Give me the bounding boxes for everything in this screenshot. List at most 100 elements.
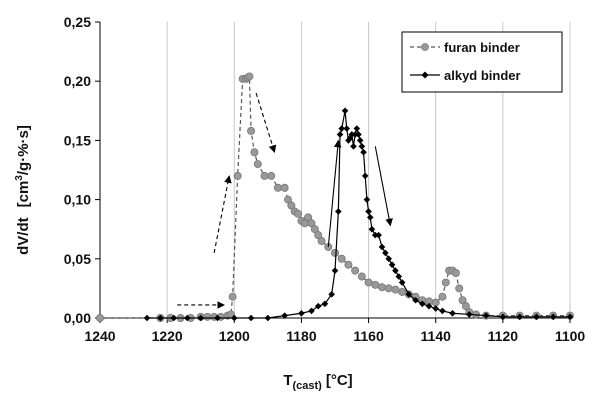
data-point: [283, 195, 292, 204]
legend-marker-furan: [421, 43, 429, 51]
data-point: [331, 267, 339, 274]
data-point: [143, 314, 151, 322]
y-tick-label: 0,00: [64, 310, 91, 326]
data-point: [382, 249, 389, 257]
series-alkyd: [143, 107, 574, 322]
annotation-arrow: [374, 146, 393, 227]
data-point: [348, 131, 356, 138]
data-point: [358, 143, 366, 150]
data-point: [363, 196, 371, 203]
data-point: [346, 134, 354, 142]
data-point: [384, 284, 393, 293]
y-tick-label: 0,10: [64, 192, 91, 208]
data-point: [364, 278, 373, 287]
data-point: [377, 283, 386, 292]
data-point: [337, 254, 346, 263]
data-point: [366, 214, 374, 221]
data-point: [365, 208, 372, 215]
data-point: [230, 314, 238, 322]
data-point: [260, 171, 269, 180]
data-point: [228, 292, 237, 301]
data-point: [388, 261, 396, 269]
data-point: [395, 273, 403, 280]
data-point: [157, 314, 164, 322]
data-point: [355, 131, 362, 138]
data-point: [341, 107, 349, 115]
x-tick-label: 1100: [555, 328, 586, 344]
x-tick-label: 1240: [84, 328, 115, 344]
data-point: [458, 296, 467, 305]
annotation-arrow: [213, 175, 232, 253]
series-furan: [96, 72, 575, 322]
data-point: [344, 260, 353, 269]
data-point: [549, 313, 557, 321]
data-point: [247, 314, 255, 322]
data-point: [391, 285, 400, 294]
data-point: [371, 280, 380, 289]
data-point: [533, 313, 540, 321]
data-point: [310, 225, 319, 234]
data-point: [335, 208, 342, 215]
data-point: [338, 125, 346, 132]
data-point: [253, 160, 262, 169]
x-tick-label: 1160: [353, 328, 384, 344]
data-point: [183, 314, 191, 322]
series-line: [100, 75, 570, 319]
data-point: [499, 313, 507, 321]
data-point: [482, 312, 490, 319]
data-point: [328, 291, 335, 298]
x-tick-label: 1120: [488, 328, 519, 344]
legend-item-furan: furan binder: [410, 40, 520, 55]
x-axis-title: T(cast) [°C]: [283, 372, 352, 391]
data-point: [425, 302, 433, 310]
y-tick-label: 0,25: [64, 14, 91, 30]
data-point: [245, 72, 254, 81]
series-layer: [96, 72, 575, 322]
data-point: [438, 292, 447, 301]
axes: 0,00 0,05 0,10 0,15 0,20 0,25 1240 1220 1200 1180…: [64, 14, 586, 344]
data-point: [294, 209, 303, 218]
data-point: [431, 298, 440, 307]
legend-item-alkyd: alkyd binder: [410, 68, 521, 83]
y-axis-title: dV/dt[cm3/g·%·s]: [14, 125, 32, 255]
data-point: [361, 172, 369, 180]
data-point: [321, 300, 329, 308]
data-point: [314, 231, 323, 240]
data-point: [287, 201, 296, 210]
data-point: [214, 314, 221, 322]
data-point: [281, 312, 288, 319]
data-point: [351, 266, 360, 275]
data-point: [357, 272, 366, 281]
data-point: [356, 137, 364, 144]
legend-marker-alkyd: [421, 71, 429, 79]
data-point: [264, 314, 272, 322]
y-tick-label: 0,05: [64, 251, 91, 267]
data-point: [398, 279, 406, 286]
data-point: [441, 278, 450, 287]
data-point: [314, 302, 322, 310]
data-point: [307, 219, 316, 228]
data-point: [371, 231, 379, 239]
data-point: [566, 313, 574, 321]
data-point: [432, 305, 440, 312]
data-point: [308, 307, 315, 315]
data-point: [350, 143, 357, 150]
legend-label-furan: furan binder: [444, 40, 520, 55]
data-point: [336, 131, 344, 138]
data-point: [375, 231, 382, 239]
x-tick-label: 1140: [421, 328, 452, 344]
data-point: [233, 171, 242, 180]
data-point: [280, 183, 289, 192]
data-point: [197, 314, 205, 322]
data-point: [273, 183, 282, 192]
annotation-arrow: [327, 139, 342, 248]
data-point: [330, 248, 339, 257]
data-point: [378, 243, 386, 251]
y-tick-label: 0,20: [64, 73, 91, 89]
legend-box: [401, 31, 563, 93]
data-point: [96, 313, 105, 322]
legend-label-alkyd: alkyd binder: [444, 68, 521, 83]
data-point: [345, 137, 352, 144]
